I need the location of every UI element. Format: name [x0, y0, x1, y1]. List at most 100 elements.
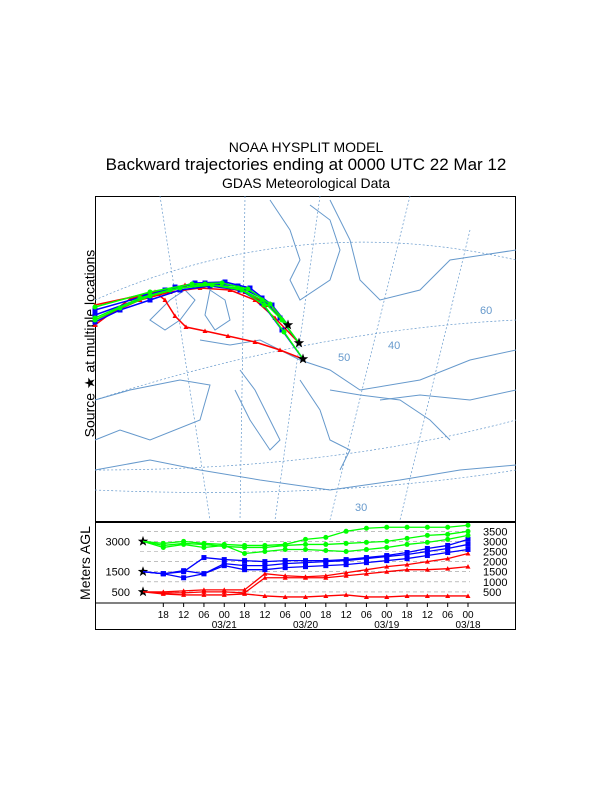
- height-marker-green: [465, 522, 471, 528]
- x-date-label: 03/20: [293, 620, 318, 631]
- x-date-label: 03/18: [455, 620, 480, 631]
- height-marker-green: [424, 524, 430, 530]
- meridian-line: [274, 195, 321, 521]
- map-marker-red: [277, 347, 283, 352]
- x-tick-label: 18: [239, 610, 251, 621]
- graticule-label: 60: [480, 305, 492, 317]
- right-tick-label: 3500: [483, 526, 507, 538]
- latitude-line: [94, 469, 517, 493]
- coastline: [199, 339, 517, 391]
- x-date-label: 03/21: [212, 620, 237, 631]
- height-line-red-500-b: [142, 566, 469, 594]
- height-marker-red: [242, 587, 248, 592]
- height-marker-green: [201, 540, 207, 546]
- model-title: NOAA HYSPLIT MODEL: [228, 139, 384, 155]
- height-marker-red: [282, 573, 288, 578]
- height-marker-blue: [242, 567, 248, 573]
- height-marker-green: [404, 524, 410, 530]
- height-marker-red: [445, 566, 451, 571]
- height-marker-green: [384, 538, 390, 544]
- left-tick-label: 1500: [106, 567, 130, 579]
- map-marker-blue: [222, 279, 228, 285]
- x-tick-label: 00: [381, 610, 393, 621]
- height-marker-blue: [262, 563, 268, 569]
- map-marker-green: [137, 295, 143, 301]
- map-marker-blue: [92, 307, 98, 313]
- map-marker-red: [92, 322, 98, 327]
- height-marker-red: [201, 592, 207, 597]
- x-tick-label: 18: [158, 610, 170, 621]
- map-marker-blue: [162, 287, 168, 293]
- height-marker-green: [445, 531, 451, 537]
- x-tick-label: 06: [198, 610, 210, 621]
- height-marker-red: [363, 571, 369, 576]
- height-marker-green: [465, 532, 471, 538]
- x-tick-label: 00: [462, 610, 474, 621]
- height-marker-green: [424, 539, 430, 545]
- height-marker-red: [343, 570, 349, 575]
- left-tick-label: 500: [112, 587, 130, 599]
- height-marker-green: [160, 540, 166, 546]
- height-marker-blue: [404, 550, 410, 556]
- meridian-line: [399, 229, 471, 521]
- height-marker-blue: [363, 560, 369, 566]
- height-marker-blue: [181, 569, 187, 575]
- height-marker-red: [221, 592, 227, 597]
- map-marker-red: [225, 333, 231, 338]
- height-marker-blue: [221, 561, 227, 567]
- height-marker-red: [262, 593, 268, 598]
- x-tick-label: 12: [341, 610, 353, 621]
- map-marker-green: [281, 329, 287, 335]
- x-tick-label: 06: [442, 610, 454, 621]
- map-marker-green: [92, 304, 98, 310]
- coastline: [204, 289, 231, 331]
- meridian-line: [159, 195, 211, 521]
- height-marker-blue: [282, 565, 288, 571]
- height-marker-red: [343, 573, 349, 578]
- height-marker-green: [343, 528, 349, 534]
- plot-title: Backward trajectories ending at 0000 UTC…: [105, 155, 507, 174]
- height-marker-blue: [343, 557, 349, 563]
- map-marker-red: [227, 287, 233, 292]
- x-tick-label: 18: [402, 610, 414, 621]
- height-marker-green: [282, 546, 288, 552]
- height-marker-green: [323, 547, 329, 553]
- height-marker-red: [343, 592, 349, 597]
- coastline: [329, 199, 517, 301]
- height-marker-green: [343, 549, 349, 554]
- height-marker-blue: [323, 563, 329, 569]
- height-marker-red: [404, 562, 410, 567]
- height-marker-green: [242, 542, 248, 548]
- height-marker-blue: [181, 575, 187, 581]
- height-marker-blue: [323, 558, 329, 564]
- height-marker-red: [424, 567, 430, 572]
- height-marker-blue: [424, 549, 430, 554]
- height-marker-blue: [384, 558, 390, 564]
- height-marker-blue: [303, 564, 308, 570]
- map-marker-blue: [147, 297, 153, 303]
- source-star-icon: [137, 566, 149, 577]
- height-marker-red: [465, 551, 471, 556]
- height-marker-red: [363, 567, 369, 572]
- x-date-label: 03/19: [374, 620, 399, 631]
- map-marker-blue: [192, 280, 198, 286]
- height-marker-green: [343, 540, 349, 546]
- height-marker-blue: [343, 562, 349, 568]
- height-marker-blue: [424, 553, 430, 559]
- height-marker-green: [262, 542, 268, 548]
- height-marker-blue: [201, 555, 207, 561]
- height-marker-red: [384, 564, 390, 569]
- height-marker-green: [262, 549, 268, 554]
- height-marker-green: [221, 541, 227, 547]
- map-marker-red: [252, 339, 258, 344]
- right-tick-label: 500: [483, 587, 501, 599]
- height-marker-blue: [262, 567, 268, 573]
- height-marker-green: [282, 541, 288, 547]
- x-tick-label: 12: [178, 610, 190, 621]
- coastline: [329, 389, 451, 441]
- left-tick-label: 3000: [106, 536, 130, 548]
- meridian-line: [239, 195, 246, 521]
- right-tick-label: 2000: [483, 557, 507, 569]
